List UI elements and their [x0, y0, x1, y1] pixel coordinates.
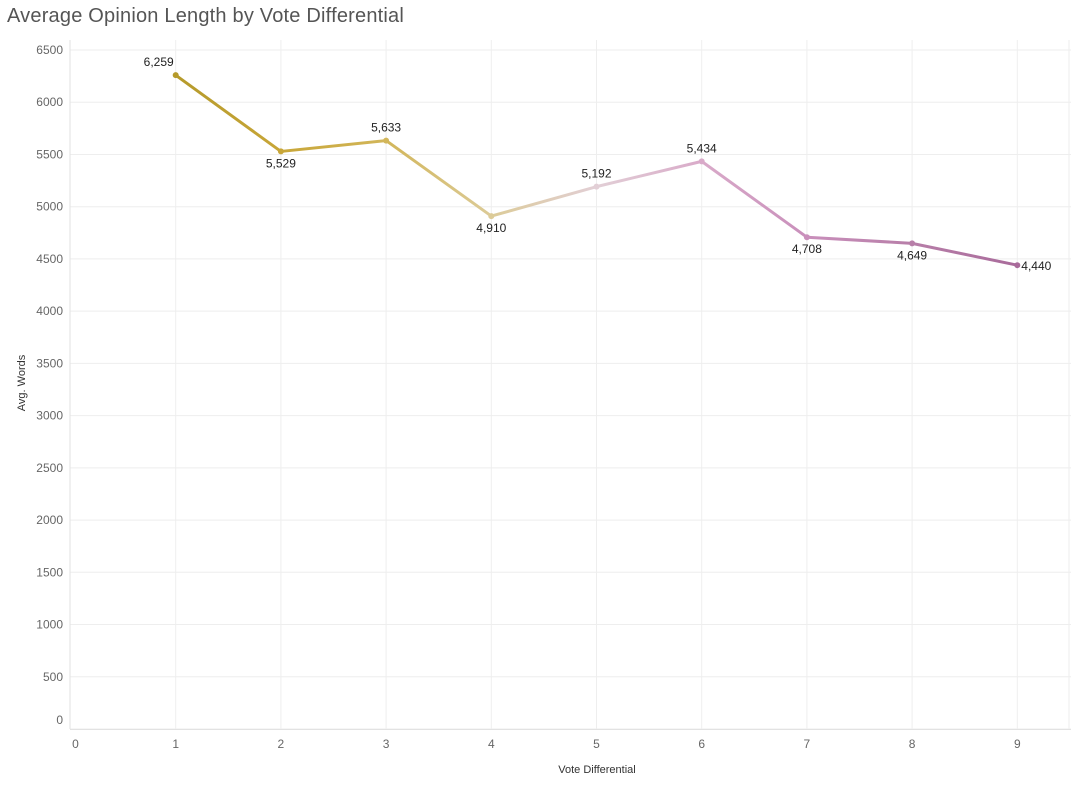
line-segment: [489, 185, 598, 218]
x-axis-title: Vote Differential: [558, 764, 635, 776]
x-tick-label: 6: [698, 737, 705, 751]
data-label: 5,633: [371, 121, 401, 135]
data-point[interactable]: [1014, 262, 1021, 269]
y-tick-label: 6000: [36, 95, 63, 109]
y-tick-label: 2500: [36, 461, 63, 475]
series-line: [174, 73, 1019, 267]
data-point[interactable]: [488, 213, 495, 220]
x-tick-label: 2: [278, 737, 285, 751]
data-point[interactable]: [698, 158, 705, 165]
data-label: 5,434: [687, 141, 717, 155]
data-label: 4,708: [792, 242, 822, 256]
y-axis-title: Avg. Words: [16, 354, 28, 411]
data-point[interactable]: [803, 234, 810, 241]
y-tick-label: 0: [56, 713, 63, 727]
data-label: 5,529: [266, 156, 296, 170]
y-tick-label: 4500: [36, 252, 63, 266]
x-tick-label: 8: [909, 737, 916, 751]
gridlines: [70, 40, 1071, 730]
data-points: [172, 72, 1021, 269]
x-tick-label: 0: [72, 737, 79, 751]
line-segment: [174, 73, 283, 153]
data-labels: 6,259 5,529 5,633 4,910 5,192 5,434 4,708 4,649…: [144, 55, 1052, 273]
data-point[interactable]: [172, 72, 179, 79]
x-tick-label: 4: [488, 737, 495, 751]
line-segment: [595, 159, 704, 189]
axes: 0 500 1000 1500 2000 2500 3000 3500 4000 4500 5000…: [36, 40, 1071, 751]
line-segment: [384, 139, 493, 218]
y-tick-label: 6500: [36, 43, 63, 57]
data-point[interactable]: [383, 137, 390, 144]
x-tick-label: 7: [804, 737, 811, 751]
line-segment: [279, 139, 388, 153]
x-tick-label: 3: [383, 737, 390, 751]
line-segment: [805, 235, 914, 245]
y-tick-label: 3500: [36, 356, 63, 370]
y-tick-label: 1000: [36, 618, 63, 632]
x-tick-label: 9: [1014, 737, 1021, 751]
y-tick-label: 5000: [36, 200, 63, 214]
chart-title: Average Opinion Length by Vote Different…: [7, 5, 405, 27]
line-segment: [910, 241, 1019, 267]
x-tick-label: 1: [172, 737, 179, 751]
y-tick-label: 3000: [36, 409, 63, 423]
data-point[interactable]: [593, 183, 600, 190]
y-tick-label: 500: [43, 670, 63, 684]
x-tick-label: 5: [593, 737, 600, 751]
data-label: 4,440: [1021, 259, 1051, 273]
y-tick-label: 4000: [36, 304, 63, 318]
y-tick-label: 5500: [36, 147, 63, 161]
data-label: 5,192: [581, 167, 611, 181]
data-point[interactable]: [277, 148, 284, 155]
data-label: 4,649: [897, 248, 927, 262]
y-tick-label: 2000: [36, 513, 63, 527]
data-label: 4,910: [476, 221, 506, 235]
data-label: 6,259: [144, 55, 174, 69]
data-point[interactable]: [909, 240, 916, 247]
line-segment: [700, 159, 809, 239]
y-tick-label: 1500: [36, 565, 63, 579]
